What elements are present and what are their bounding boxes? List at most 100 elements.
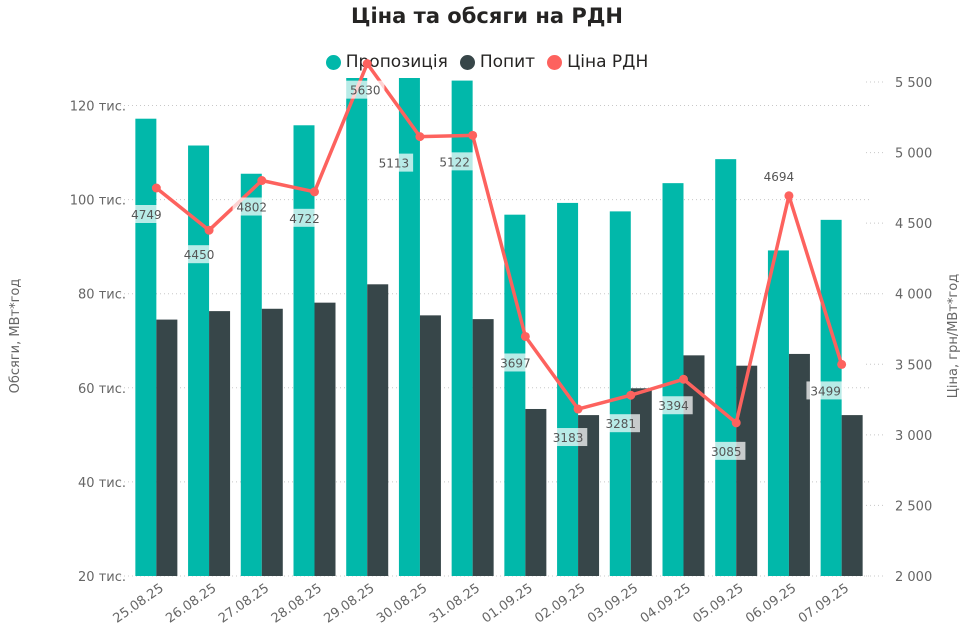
y-left-tick-label: 80 тис. — [78, 288, 126, 303]
price-data-label: 3394 — [658, 399, 689, 413]
bar-demand[interactable] — [788, 353, 810, 576]
price-label-bg — [179, 245, 219, 264]
bar-demand[interactable] — [367, 284, 389, 576]
bar-supply[interactable] — [240, 173, 262, 576]
x-tick-label: 27.08.25 — [216, 581, 272, 626]
price-label-bg — [806, 381, 845, 400]
x-tick-label: 06.09.25 — [743, 581, 799, 626]
price-label-bg — [601, 414, 640, 433]
y-right-tick-label: 5 000 — [895, 147, 932, 162]
bar-demand[interactable] — [578, 415, 600, 576]
price-label-bg — [496, 353, 535, 372]
y-left-tick-label: 40 тис. — [78, 476, 126, 491]
bar-supply[interactable] — [135, 118, 157, 576]
bar-supply[interactable] — [188, 145, 210, 576]
x-tick-label: 30.08.25 — [374, 581, 430, 626]
y-right-tick-label: 3 000 — [895, 429, 932, 444]
price-data-label: 4802 — [237, 201, 268, 215]
price-data-label: 3697 — [500, 356, 531, 370]
bars — [135, 78, 863, 577]
y-left-tick-label: 100 тис. — [70, 194, 126, 209]
y-right-tick-label: 2 000 — [895, 570, 932, 585]
bar-demand[interactable] — [736, 365, 758, 576]
price-point[interactable] — [362, 59, 372, 69]
price-point[interactable] — [310, 187, 319, 197]
legend-item-price[interactable]: Ціна РДН — [547, 52, 648, 72]
bar-demand[interactable] — [209, 311, 231, 576]
x-tick-label: 02.09.25 — [532, 581, 588, 626]
price-label-bg — [127, 204, 166, 223]
x-tick-label: 25.08.25 — [111, 581, 167, 626]
price-point[interactable] — [679, 374, 688, 384]
price-point[interactable] — [626, 390, 636, 400]
bar-supply[interactable] — [715, 159, 737, 577]
legend-item-demand[interactable]: Попит — [459, 52, 536, 72]
bar-demand[interactable] — [261, 308, 283, 576]
x-tick-label: 28.08.25 — [269, 581, 325, 626]
price-data-label: 3183 — [553, 431, 584, 445]
legend: Пропозиція Попит Ціна РДН — [0, 52, 974, 72]
price-point[interactable] — [151, 183, 161, 193]
bar-supply[interactable] — [451, 80, 473, 577]
bar-supply[interactable] — [662, 183, 684, 576]
price-point[interactable] — [731, 418, 741, 428]
price-line — [151, 59, 847, 428]
y-left-axis-title: Обсяги, МВт*год — [8, 279, 23, 394]
bar-supply[interactable] — [293, 125, 315, 576]
y-right-tick-label: 4 500 — [895, 217, 932, 232]
price-data-label: 4749 — [131, 208, 162, 222]
x-tick-label: 29.08.25 — [321, 581, 377, 626]
price-point[interactable] — [257, 176, 267, 186]
price-label-bg — [232, 197, 271, 216]
price-data-label: 3499 — [810, 384, 841, 398]
price-data-labels: 4749 4450 4802 4722 5630 5113 5122 3697 3183 3281… — [127, 80, 845, 460]
price-point[interactable] — [415, 132, 425, 142]
price-label-bg — [759, 166, 799, 185]
bar-supply[interactable] — [557, 202, 579, 576]
bar-demand[interactable] — [419, 315, 441, 576]
legend-marker-demand — [459, 54, 475, 70]
bar-supply[interactable] — [398, 78, 420, 576]
price-point[interactable] — [573, 404, 583, 414]
y-right-tick-label: 5 500 — [895, 76, 932, 91]
price-point[interactable] — [520, 331, 530, 341]
bar-demand[interactable] — [472, 319, 494, 576]
price-point[interactable] — [784, 191, 794, 201]
bar-demand[interactable] — [841, 415, 863, 576]
x-tick-label: 05.09.25 — [690, 581, 746, 626]
bar-demand[interactable] — [314, 302, 336, 576]
price-label-bg — [285, 208, 324, 227]
price-data-label: 4450 — [184, 248, 215, 262]
legend-label-price: Ціна РДН — [567, 52, 649, 72]
x-tick-label: 04.09.25 — [638, 581, 694, 626]
bar-supply[interactable] — [346, 78, 368, 576]
price-data-label: 4722 — [289, 212, 320, 226]
y-right-tick-label: 2 500 — [895, 499, 932, 514]
y-right-tick-label: 3 500 — [895, 358, 932, 373]
price-data-label: 3085 — [711, 445, 742, 459]
price-data-label: 5122 — [439, 155, 470, 169]
legend-marker-supply — [325, 54, 341, 70]
legend-marker-price — [547, 54, 563, 70]
legend-label-demand: Попит — [479, 52, 536, 72]
bar-supply[interactable] — [504, 214, 526, 576]
price-point[interactable] — [204, 225, 214, 235]
bar-supply[interactable] — [609, 211, 631, 576]
bar-demand[interactable] — [156, 319, 178, 576]
y-left-tick-label: 20 тис. — [78, 570, 126, 585]
price-data-label: 5630 — [350, 84, 381, 98]
gridlines — [120, 81, 886, 577]
bar-demand[interactable] — [630, 388, 652, 576]
price-data-label: 4694 — [764, 170, 795, 184]
price-label-bg — [435, 152, 474, 171]
chart-title: Ціна та обсяги на РДН — [350, 4, 623, 28]
x-tick-label: 03.09.25 — [585, 581, 641, 626]
price-series-line — [155, 61, 844, 425]
price-point[interactable] — [837, 359, 847, 369]
bar-supply[interactable] — [767, 250, 789, 576]
price-point[interactable] — [468, 130, 478, 140]
bar-demand[interactable] — [525, 408, 547, 576]
price-label-bg — [654, 396, 693, 415]
